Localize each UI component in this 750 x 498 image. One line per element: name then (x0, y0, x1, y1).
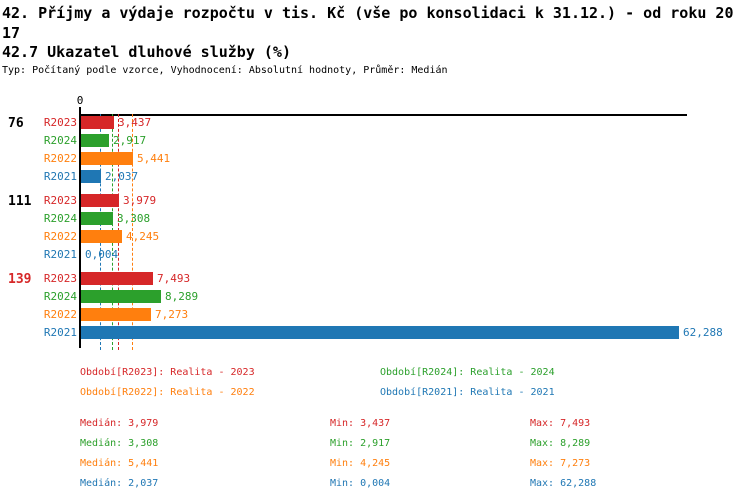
bar-value-label: 0,004 (85, 248, 119, 261)
bar-row-label: R2023 (43, 116, 77, 129)
bar-R2024 (81, 134, 109, 147)
group-label: 139 (8, 272, 32, 287)
stat-median-R2023: Medián: 3,979 (80, 418, 159, 429)
bar-row-label: R2023 (43, 194, 77, 207)
bar-row-label: R2024 (43, 134, 77, 147)
stat-min-R2022: Min: 4,245 (330, 458, 391, 469)
axis-zero-label: 0 (76, 94, 84, 107)
stats-panel: Medián: 3,979 Min: 3,437 Max: 7,493 Medián:… (0, 411, 750, 497)
group-label: 111 (8, 194, 32, 209)
chart-area: 0 76 R2023 3,437 R2024 2,917 R2022 5,441 R2021 2… (0, 95, 750, 357)
bar-row-label: R2022 (43, 308, 77, 321)
stat-max-R2024: Max: 8,289 (530, 438, 591, 449)
stat-min-R2021: Min: 0,004 (330, 478, 391, 489)
bar-row-label: R2024 (43, 212, 77, 225)
bar-R2024 (81, 290, 161, 303)
bar-value-label: 5,441 (137, 152, 171, 165)
bar-R2021 (81, 326, 679, 339)
bar-value-label: 4,245 (126, 230, 160, 243)
median-line-R2022 (132, 114, 133, 350)
y-axis-line (79, 107, 81, 348)
legend-item-R2022: Období[R2022]: Realita - 2022 (80, 387, 255, 398)
bar-value-label: 2,037 (105, 170, 139, 183)
report-meta: Typ: Počítaný podle vzorce, Vyhodnocení:… (2, 65, 448, 76)
bar-R2021 (81, 170, 101, 183)
stat-max-R2021: Max: 62,288 (530, 478, 597, 489)
bar-R2024 (81, 212, 113, 225)
bar-row-label: R2022 (43, 152, 77, 165)
stat-median-R2021: Medián: 2,037 (80, 478, 159, 489)
stat-max-R2022: Max: 7,273 (530, 458, 591, 469)
stat-min-R2023: Min: 3,437 (330, 418, 391, 429)
bar-R2022 (81, 308, 151, 321)
bar-row-label: R2022 (43, 230, 77, 243)
bar-row-label: R2023 (43, 272, 77, 285)
stat-min-R2024: Min: 2,917 (330, 438, 391, 449)
stat-median-R2022: Medián: 5,441 (80, 458, 159, 469)
legend-item-R2023: Období[R2023]: Realita - 2023 (80, 367, 255, 378)
bar-row-label: R2021 (43, 170, 77, 183)
bar-row-label: R2024 (43, 290, 77, 303)
bar-value-label: 2,917 (113, 134, 147, 147)
bar-value-label: 7,493 (157, 272, 191, 285)
report-title: 42. Příjmy a výdaje rozpočtu v tis. Kč (… (2, 4, 734, 42)
x-axis-line (79, 114, 687, 116)
stat-median-R2024: Medián: 3,308 (80, 438, 159, 449)
legend-item-R2024: Období[R2024]: Realita - 2024 (380, 367, 555, 378)
legend: Období[R2023]: Realita - 2023 Období[R202… (0, 360, 750, 406)
bar-R2023 (81, 194, 119, 207)
bar-R2023 (81, 116, 114, 129)
legend-item-R2021: Období[R2021]: Realita - 2021 (380, 387, 555, 398)
bar-value-label: 3,437 (118, 116, 152, 129)
report-subtitle: 42.7 Ukazatel dluhové služby (%) (2, 43, 291, 61)
bar-R2023 (81, 272, 153, 285)
bar-value-label: 7,273 (155, 308, 189, 321)
bar-value-label: 62,288 (683, 326, 723, 339)
bar-row-label: R2021 (43, 248, 77, 261)
group-label: 76 (8, 116, 24, 131)
bar-value-label: 3,979 (123, 194, 157, 207)
bar-value-label: 3,308 (117, 212, 151, 225)
bar-R2022 (81, 152, 133, 165)
bar-row-label: R2021 (43, 326, 77, 339)
stat-max-R2023: Max: 7,493 (530, 418, 591, 429)
bar-R2022 (81, 230, 122, 243)
bar-value-label: 8,289 (165, 290, 199, 303)
